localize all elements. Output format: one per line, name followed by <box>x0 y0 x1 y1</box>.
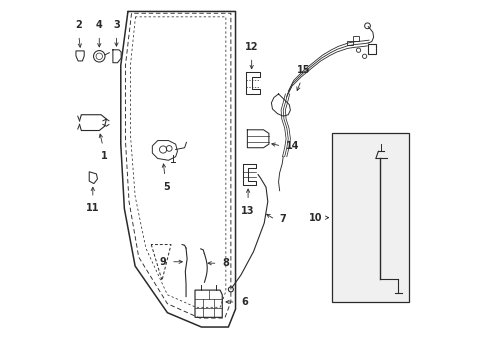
Text: 9: 9 <box>159 257 166 267</box>
Text: 4: 4 <box>96 20 102 30</box>
Text: 10: 10 <box>308 213 322 222</box>
Text: 8: 8 <box>222 258 229 268</box>
Text: 13: 13 <box>241 206 254 216</box>
Bar <box>367 44 375 54</box>
Text: 11: 11 <box>86 203 100 213</box>
Text: 6: 6 <box>241 297 247 307</box>
Text: 7: 7 <box>279 215 285 224</box>
Bar <box>332 134 408 302</box>
Bar <box>346 41 352 45</box>
Bar <box>352 36 358 41</box>
Text: 3: 3 <box>113 20 120 30</box>
Text: 15: 15 <box>296 65 310 75</box>
Text: 1: 1 <box>101 151 108 161</box>
Text: 12: 12 <box>244 42 258 52</box>
Text: 2: 2 <box>75 20 82 30</box>
Text: 5: 5 <box>163 182 170 192</box>
Text: 14: 14 <box>285 141 299 151</box>
